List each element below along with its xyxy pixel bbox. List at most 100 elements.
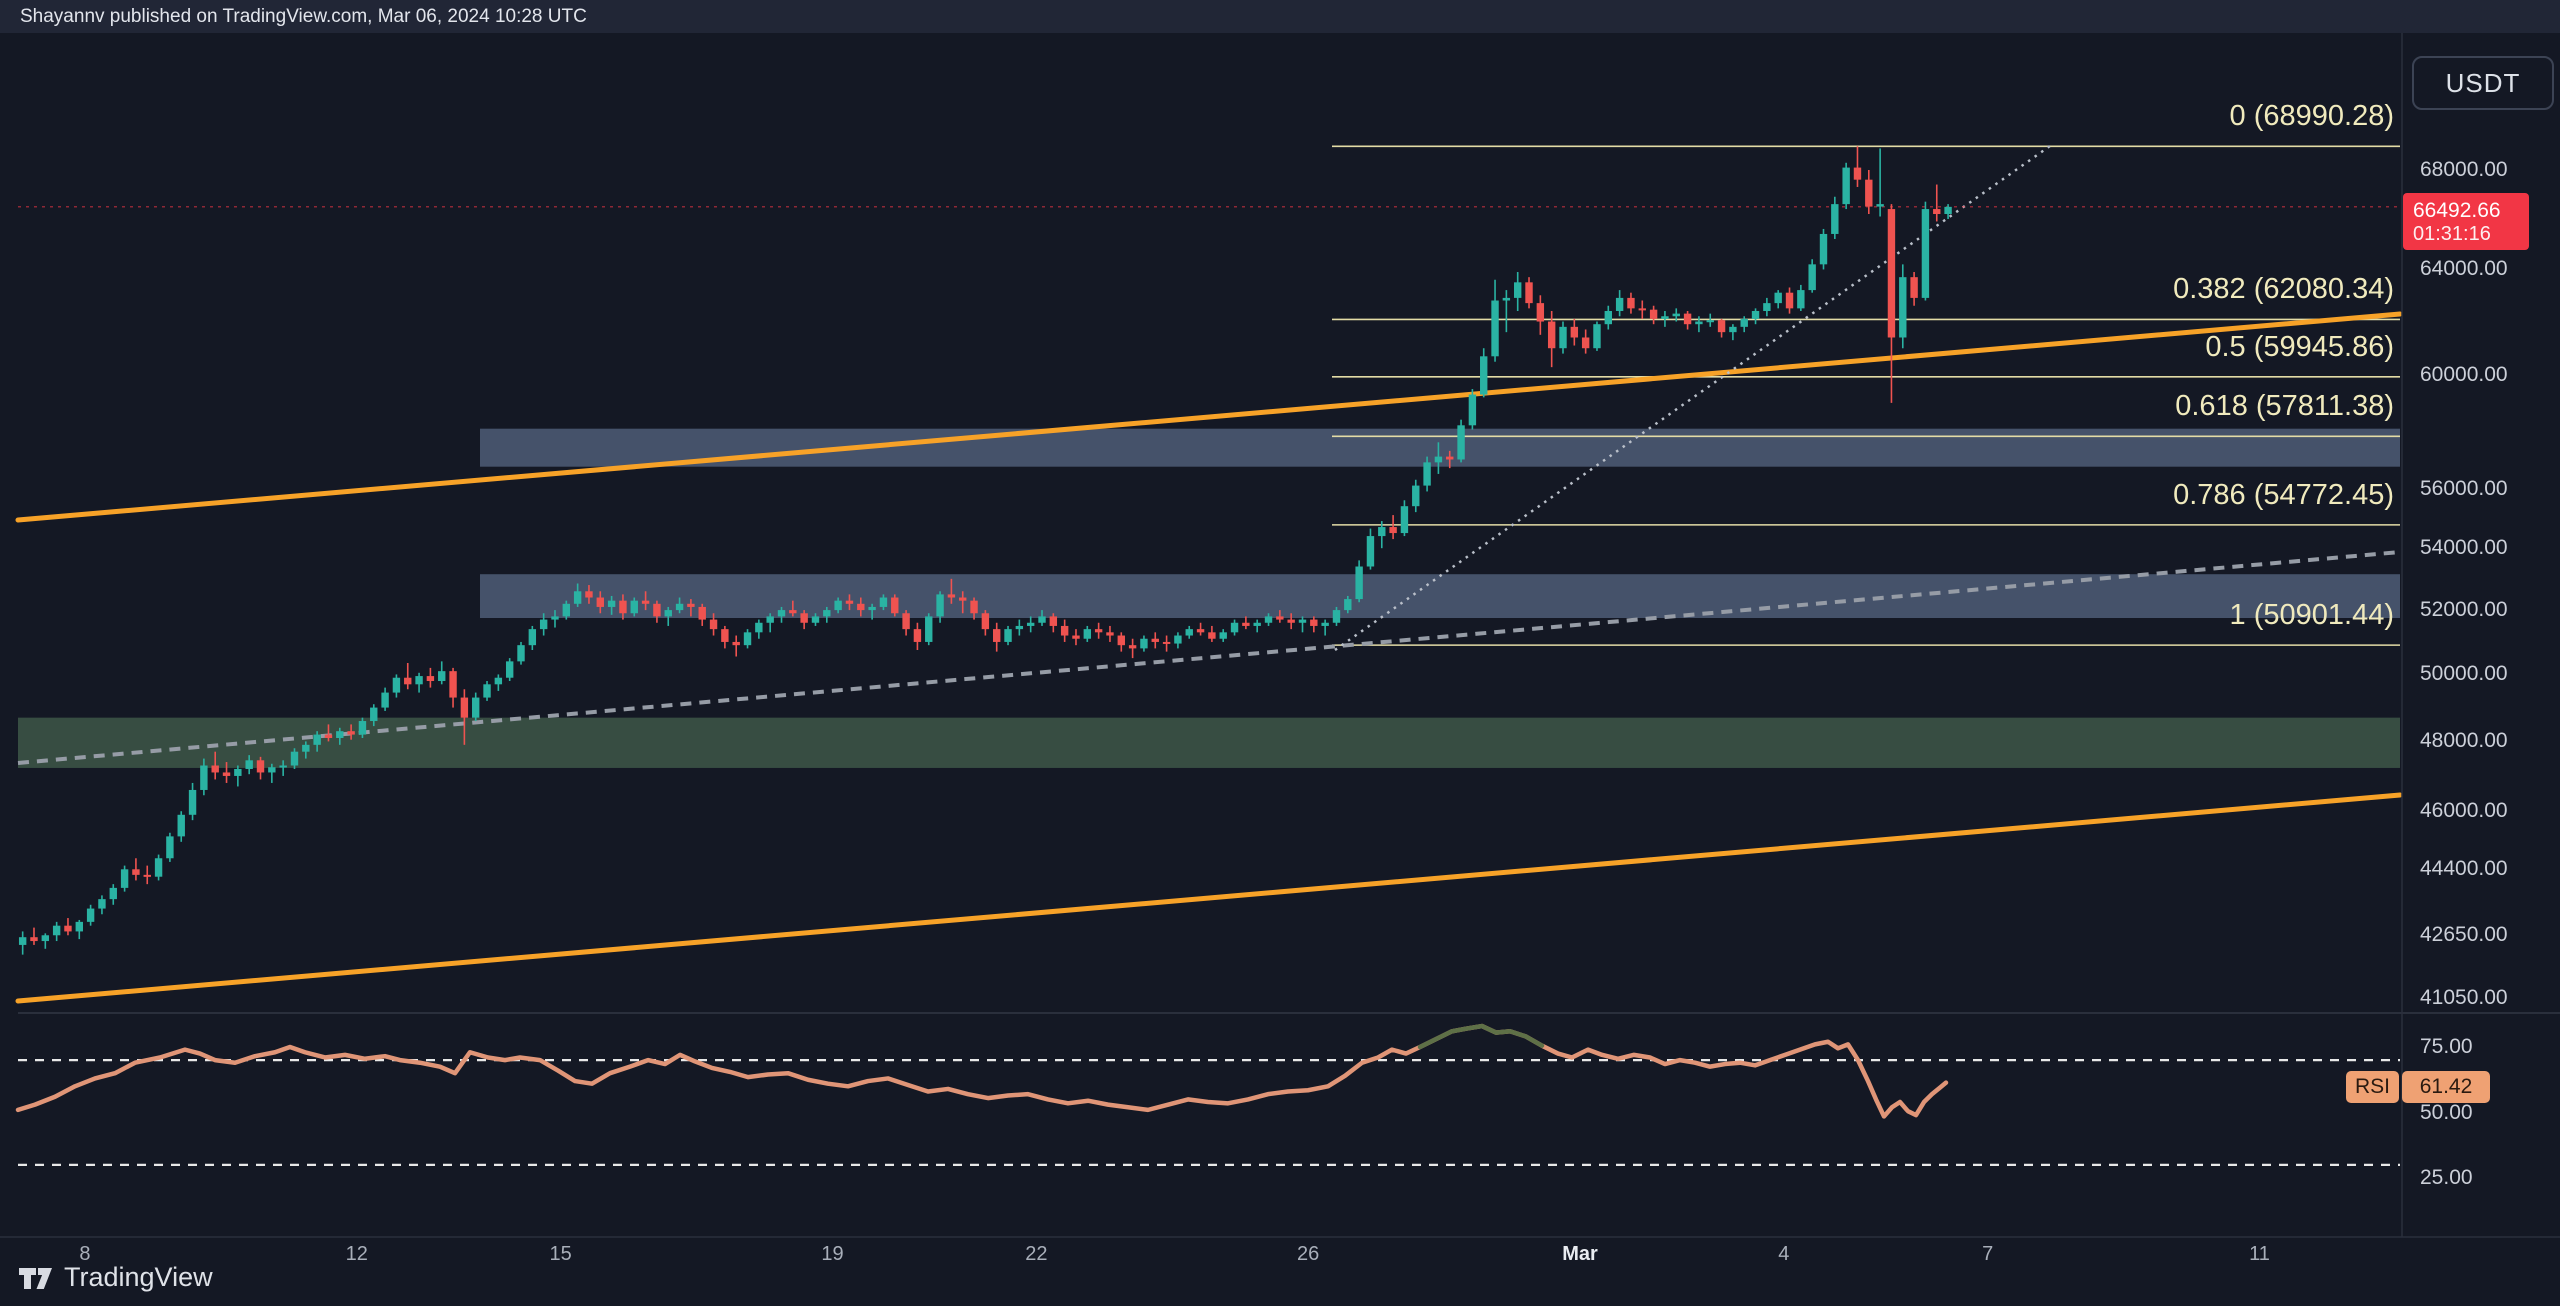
candle [1117,632,1125,652]
price-axis-label[interactable]: 48000.00 [2420,729,2508,753]
orange-channel-upper[interactable] [15,311,2403,523]
candle-body [619,600,627,614]
candle-body [1298,619,1307,623]
time-axis-label[interactable]: 22 [1025,1243,1048,1265]
candle-body [234,768,242,776]
price-axis-label[interactable]: 54000.00 [2420,536,2508,560]
candle-body [1525,282,1533,304]
candle [562,600,571,620]
candle [1151,632,1159,649]
candle [154,854,163,881]
candle-body [845,600,854,604]
time-axis-label[interactable]: 7 [1982,1243,1994,1265]
time-axis-label[interactable]: Mar [1562,1243,1598,1265]
candle-body [539,619,548,630]
candle-body [562,603,571,617]
candle [1740,316,1748,333]
candle [1604,305,1613,330]
candle [619,594,627,620]
price-axis-label[interactable]: 46000.00 [2420,799,2508,823]
candle [755,619,763,639]
candle [1355,560,1363,603]
candle-body [290,751,299,766]
candle [789,600,797,617]
candle-body [1865,179,1873,207]
candles-group [18,146,1952,955]
candle-body [970,600,978,614]
candle [64,918,72,936]
candle-body [1355,566,1363,600]
time-axis-label[interactable]: 15 [549,1243,572,1265]
candle [913,622,922,651]
time-axis-label[interactable]: 26 [1297,1243,1320,1265]
price-axis-label[interactable]: 42650.00 [2420,923,2508,947]
price-axis-label[interactable]: 41050.00 [2420,986,2508,1009]
price-axis-label[interactable]: 52000.00 [2420,598,2508,622]
candle [1899,264,1907,349]
candle-body [1038,616,1046,623]
rsi-axis-label[interactable]: 75.00 [2420,1035,2473,1058]
time-axis-label[interactable]: 19 [821,1243,844,1265]
rsi-axis-label[interactable]: 50.00 [2420,1100,2473,1124]
candle-body [1593,324,1601,349]
price-axis-label[interactable]: 56000.00 [2420,476,2508,500]
time-axis-label[interactable]: 12 [345,1243,368,1265]
candle-body [664,610,672,617]
candle-body [1344,599,1352,611]
candle [721,625,729,649]
candle-body [1468,394,1477,426]
fib-level-label: 0 (68990.28) [2229,100,2394,133]
candle [302,741,310,759]
candle-body [1219,632,1227,639]
price-axis-label[interactable]: 68000.00 [2420,158,2508,181]
rsi-overbought-segment [1417,1023,1545,1050]
candle-body [188,789,197,815]
candle-body [1276,616,1284,620]
candle [313,731,321,752]
price-axis-label[interactable]: 64000.00 [2420,257,2508,281]
price-axis-label[interactable]: 50000.00 [2420,662,2508,686]
candle [200,758,208,796]
time-axis-label[interactable]: 11 [2249,1243,2270,1265]
candle [347,724,355,740]
candle [143,865,151,885]
candle-body [1310,619,1318,626]
candle-body [1332,610,1341,623]
candle [18,931,27,955]
candle [596,591,604,614]
candle [1219,629,1227,642]
candle [1831,196,1839,239]
candle [1174,632,1182,649]
candle [1547,310,1556,368]
candle-body [313,734,321,745]
time-axis-label[interactable]: 4 [1778,1243,1790,1265]
candle [1865,170,1873,215]
candle-body [1151,638,1159,642]
candle-body [1400,506,1409,534]
rsi-axis-label[interactable]: 25.00 [2420,1166,2473,1189]
candle-body [222,772,231,776]
candle [959,591,967,614]
steep-dotted-trendline[interactable] [1334,144,2051,652]
candle [1412,479,1420,513]
candle [1230,619,1239,636]
orange-channel-lower[interactable] [15,792,2403,1004]
candle-body [902,613,910,630]
symbol-currency-button[interactable]: USDT [2412,56,2554,110]
rsi-indicator-badge: RSI [2346,1071,2400,1103]
price-axis-label[interactable]: 60000.00 [2420,363,2508,387]
tradingview-logo[interactable]: TradingView [18,1262,213,1293]
candle-body [1513,282,1522,298]
last-price-badge: 66492.66 01:31:16 [2403,193,2529,250]
candle [1797,284,1805,311]
price-axis-label[interactable]: 44400.00 [2420,857,2508,881]
candle-body [1729,326,1737,333]
candle-body [777,610,786,617]
candle [370,704,378,727]
candle [109,884,117,905]
time-axis-label[interactable]: 8 [79,1243,91,1265]
snapshot-header: Shayannv published on TradingView.com, M… [0,0,2560,33]
candle-body [1230,622,1239,633]
